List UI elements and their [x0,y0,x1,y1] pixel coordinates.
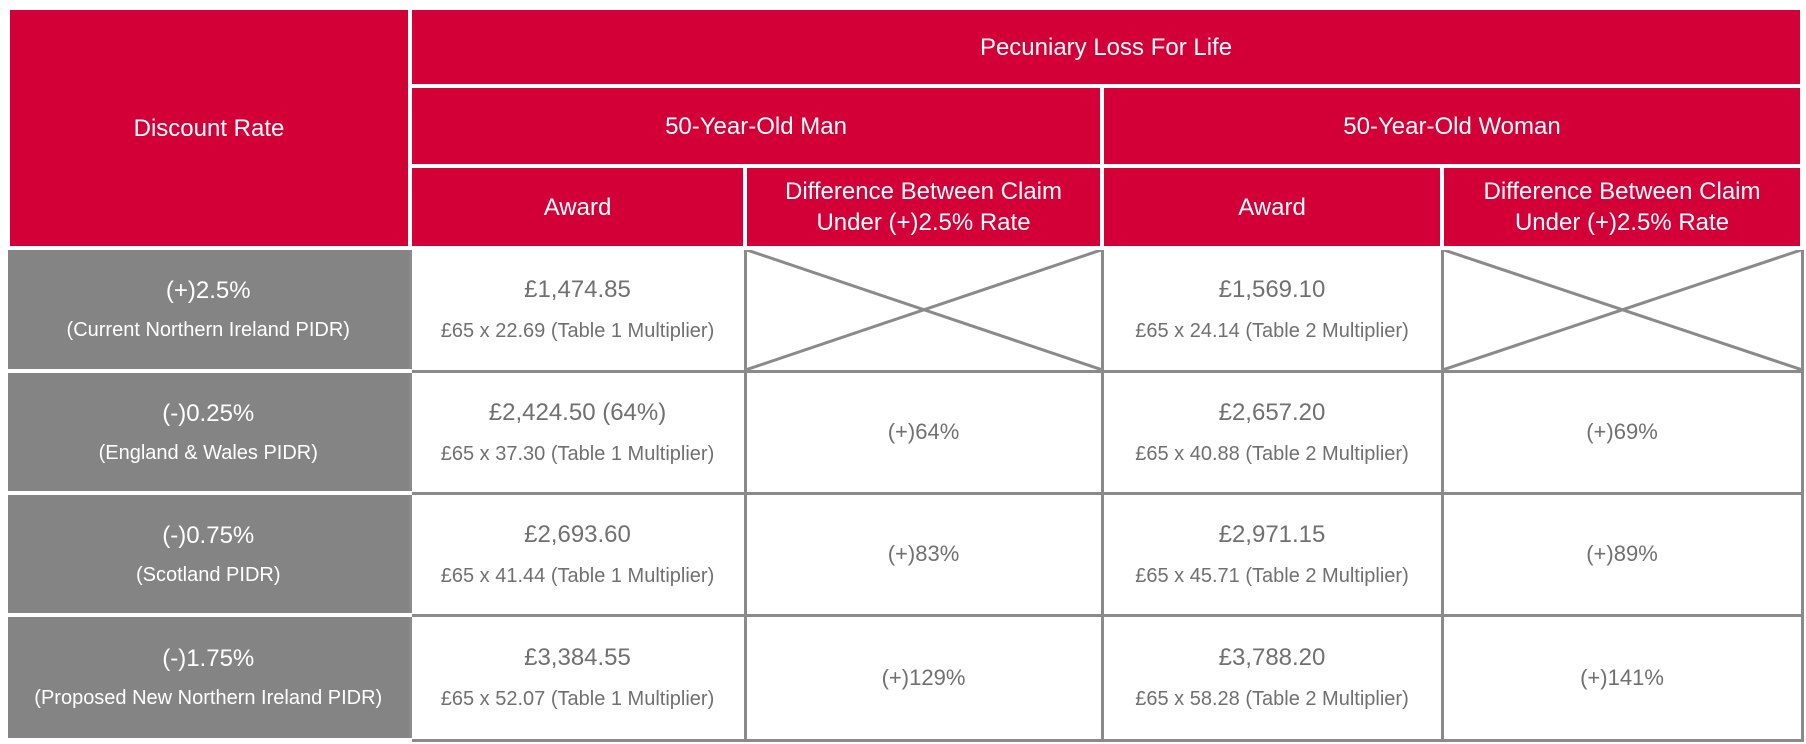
rate-cell: (-)0.25% (England & Wales PIDR) [8,369,412,495]
woman-difference: (+)89% [1440,491,1804,617]
man-award: £2,424.50 (64%) [488,398,667,426]
header-man: 50-Year-Old Man [408,84,1104,168]
woman-difference: (+)141% [1440,613,1804,742]
header-difference-line1: Difference Between Claim [784,178,1063,205]
woman-calc: £65 x 58.28 (Table 2 Multiplier) [1135,688,1409,710]
rate-note: (England & Wales PIDR) [98,441,318,464]
woman-calc: £65 x 24.14 (Table 2 Multiplier) [1135,320,1409,343]
rate-cell: (-)0.75% (Scotland PIDR) [8,491,412,617]
man-award-cell: £3,384.55 £65 x 52.07 (Table 1 Multiplie… [408,613,747,742]
woman-award: £2,971.15 [1218,520,1326,548]
rate-cell: (-)1.75% (Proposed New Northern Ireland … [8,613,412,742]
rate-cell: (+)2.5% (Current Northern Ireland PIDR) [8,246,412,373]
man-award-cell: £2,693.60 £65 x 41.44 (Table 1 Multiplie… [408,491,747,617]
header-discount-rate: Discount Rate [6,6,412,250]
woman-award-cell: £3,788.20 £65 x 58.28 (Table 2 Multiplie… [1100,613,1444,742]
cross-out-icon [1444,250,1801,370]
table-row: (-)1.75% (Proposed New Northern Ireland … [8,613,1804,742]
rate-value: (-)0.25% [162,399,255,427]
rate-value: (+)2.5% [165,277,251,304]
woman-award-cell: £2,971.15 £65 x 45.71 (Table 2 Multiplie… [1100,491,1444,617]
rate-note: (Proposed New Northern Ireland PIDR) [34,687,383,709]
man-difference: (+)64% [743,369,1104,495]
man-award: £1,474.85 [524,276,631,304]
header-woman-award: Award [1100,164,1444,250]
man-award: £3,384.55 [524,644,631,671]
header-difference-line1: Difference Between Claim [1483,178,1761,205]
woman-award: £3,788.20 [1218,644,1326,671]
rate-note: (Current Northern Ireland PIDR) [66,319,350,341]
header-man-difference: Difference Between Claim Under (+)2.5% R… [743,164,1104,250]
man-award-cell: £1,474.85 £65 x 22.69 (Table 1 Multiplie… [408,246,747,373]
man-calc: £65 x 37.30 (Table 1 Multiplier) [440,442,715,465]
header-man-award: Award [408,164,747,250]
rate-value: (-)1.75% [162,645,255,672]
man-calc: £65 x 41.44 (Table 1 Multiplier) [440,564,715,587]
man-calc: £65 x 52.07 (Table 1 Multiplier) [440,688,715,710]
man-calc: £65 x 22.69 (Table 1 Multiplier) [440,320,715,343]
woman-calc: £65 x 40.88 (Table 2 Multiplier) [1135,442,1409,465]
man-difference: (+)129% [743,613,1104,742]
header-woman: 50-Year-Old Woman [1100,84,1804,168]
man-award: £2,693.60 [524,520,631,548]
header-pecuniary-loss: Pecuniary Loss For Life [408,6,1804,88]
man-award-cell: £2,424.50 (64%) £65 x 37.30 (Table 1 Mul… [408,369,747,495]
table-row: (+)2.5% (Current Northern Ireland PIDR) … [8,246,1804,373]
woman-difference: (+)69% [1440,369,1804,495]
woman-award-cell: £1,569.10 £65 x 24.14 (Table 2 Multiplie… [1100,246,1444,373]
woman-award-cell: £2,657.20 £65 x 40.88 (Table 2 Multiplie… [1100,369,1444,495]
pecuniary-loss-table: Discount Rate Pecuniary Loss For Life 50… [6,6,1804,742]
header-difference-line2: Under (+)2.5% Rate [1514,209,1730,236]
woman-difference-crossed [1440,246,1804,373]
table-row: (-)0.25% (England & Wales PIDR) £2,424.5… [8,369,1804,495]
woman-calc: £65 x 45.71 (Table 2 Multiplier) [1135,564,1409,587]
man-difference-crossed [743,246,1104,373]
header-woman-difference: Difference Between Claim Under (+)2.5% R… [1440,164,1804,250]
rate-note: (Scotland PIDR) [136,563,281,586]
rate-value: (-)0.75% [162,521,255,549]
woman-award: £1,569.10 [1218,276,1326,304]
cross-out-icon [747,250,1101,370]
header-difference-line2: Under (+)2.5% Rate [816,209,1031,236]
table-row: (-)0.75% (Scotland PIDR) £2,693.60 £65 x… [8,491,1804,617]
woman-award: £2,657.20 [1218,398,1326,426]
man-difference: (+)83% [743,491,1104,617]
